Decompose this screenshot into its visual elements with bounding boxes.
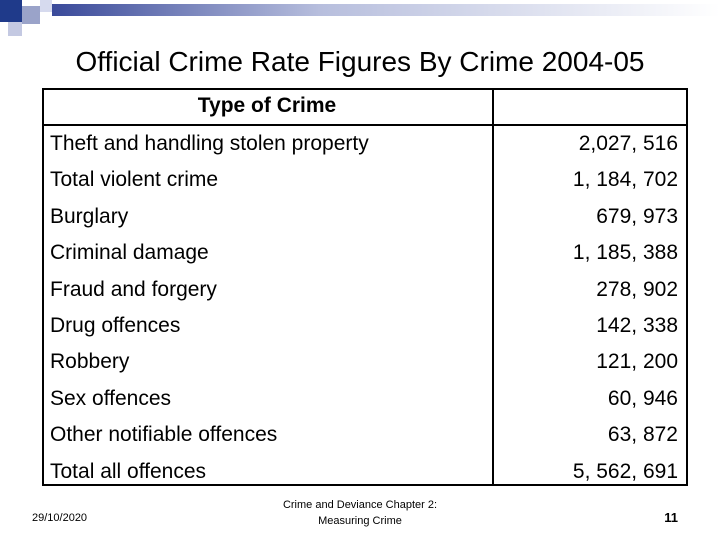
footer-chapter: Crime and Deviance Chapter 2: Measuring … [260, 497, 460, 529]
crime-count-cell: 2,027, 516 [578, 132, 678, 155]
table-row: Burglary 679, 973 [42, 199, 688, 235]
header-type-of-crime: Type of Crime [197, 94, 337, 117]
crime-count-cell: 121, 200 [596, 350, 678, 374]
footer-chapter-line1: Crime and Deviance Chapter 2: [282, 499, 438, 511]
table-row: Fraud and forgery 278, 902 [42, 272, 688, 308]
page-number: 11 [664, 510, 678, 525]
crime-type-cell: Criminal damage [50, 241, 209, 265]
crime-count-cell: 63, 872 [607, 423, 678, 447]
crime-type-cell: Robbery [50, 350, 130, 374]
table-row: Theft and handling stolen property 2,027,… [42, 126, 688, 162]
crime-type-cell: Drug offences [50, 314, 181, 337]
crime-type-cell: Total all offences [50, 459, 207, 483]
crime-table [42, 88, 688, 486]
table-row: Total all offences 5, 562, 691 [42, 454, 688, 490]
column-divider [492, 88, 494, 486]
footer-date: 29/10/2020 [32, 512, 88, 524]
crime-count-cell: 5, 562, 691 [572, 459, 678, 483]
table-row: Other notifiable offences 63, 872 [42, 417, 688, 453]
crime-type-cell: Fraud and forgery [50, 277, 217, 301]
table-row: Total violent crime 1, 184, 702 [42, 162, 688, 198]
table-row: Robbery 121, 200 [42, 344, 688, 380]
crime-count-cell: 679, 973 [596, 204, 678, 228]
crime-count-cell: 1, 184, 702 [572, 168, 678, 192]
table-row: Sex offences 60, 946 [42, 381, 688, 417]
table-row: Drug offences 142, 338 [42, 308, 688, 344]
header-divider [42, 124, 688, 126]
crime-count-cell: 60, 946 [607, 386, 678, 410]
crime-type-cell: Burglary [50, 204, 129, 228]
crime-count-cell: 1, 185, 388 [572, 241, 678, 265]
footer-chapter-line2: Measuring Crime [318, 515, 402, 527]
crime-count-cell: 142, 338 [596, 314, 678, 337]
crime-type-cell: Other notifiable offences [50, 423, 278, 447]
slide-title: Official Crime Rate Figures By Crime 200… [75, 46, 645, 77]
crime-count-cell: 278, 902 [596, 277, 678, 301]
crime-type-cell: Theft and handling stolen property [50, 132, 369, 155]
top-bar [52, 4, 720, 16]
crime-type-cell: Sex offences [50, 386, 172, 410]
crime-type-cell: Total violent crime [50, 168, 219, 192]
table-row: Criminal damage 1, 185, 388 [42, 235, 688, 271]
